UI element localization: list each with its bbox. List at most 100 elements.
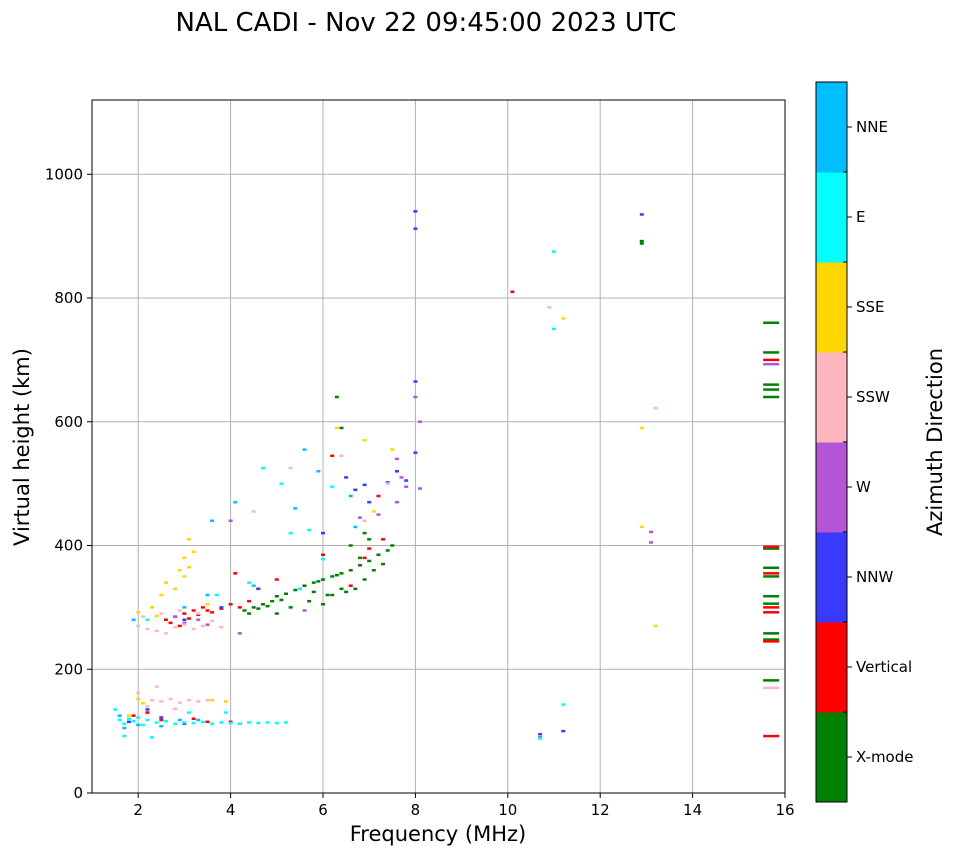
data-point — [538, 737, 543, 740]
data-point — [247, 599, 252, 603]
series-ssw — [136, 306, 780, 711]
data-point — [413, 227, 418, 230]
plot-frame — [91, 99, 786, 794]
data-point — [145, 711, 150, 714]
data-point — [763, 594, 780, 598]
data-point — [330, 454, 335, 458]
data-point — [357, 564, 362, 567]
data-point — [307, 599, 312, 603]
data-point — [763, 638, 780, 641]
data-point — [122, 726, 127, 730]
data-point — [260, 603, 265, 606]
data-point — [639, 242, 644, 245]
data-point — [561, 317, 566, 320]
data-point — [367, 500, 372, 504]
data-point — [547, 306, 552, 309]
data-point — [763, 575, 780, 578]
colorbar-frame — [815, 81, 848, 803]
data-point — [330, 485, 335, 488]
colorbar-segment — [816, 172, 847, 263]
data-point — [311, 590, 316, 594]
y-axis-label: Virtual height (km) — [10, 348, 34, 546]
data-point — [293, 507, 298, 510]
y-tick-label: 1000 — [45, 165, 83, 183]
data-point — [339, 426, 344, 430]
data-point — [191, 717, 196, 720]
data-point — [362, 556, 367, 560]
data-point — [191, 550, 196, 553]
data-point — [288, 466, 293, 470]
data-point — [113, 708, 118, 711]
colorbar-segment — [816, 712, 847, 803]
data-point — [237, 632, 242, 635]
data-point — [168, 621, 173, 625]
data-point — [288, 606, 293, 609]
data-point — [404, 479, 409, 482]
data-point — [136, 691, 141, 695]
colorbar-title: Azimuth Direction — [923, 348, 947, 536]
data-point — [214, 593, 219, 597]
data-point — [325, 593, 330, 597]
data-point — [321, 603, 325, 606]
y-tick-label: 600 — [54, 413, 83, 431]
data-point — [357, 516, 362, 519]
data-point — [284, 721, 289, 724]
data-point — [763, 632, 780, 635]
grid — [92, 100, 786, 794]
data-point — [117, 718, 122, 722]
colorbar-label: NNE — [856, 118, 888, 136]
data-point — [763, 547, 780, 550]
data-point — [247, 581, 252, 584]
data-point — [362, 439, 367, 442]
data-point — [219, 625, 224, 629]
data-point — [394, 457, 399, 461]
data-point — [279, 598, 284, 602]
data-point — [763, 566, 780, 570]
data-point — [265, 604, 270, 608]
data-point — [321, 553, 325, 557]
data-point — [182, 618, 187, 621]
data-point — [182, 623, 187, 626]
data-point — [210, 519, 215, 522]
data-point — [763, 602, 780, 605]
data-point — [639, 426, 644, 430]
data-point — [653, 624, 658, 628]
data-points — [113, 210, 780, 740]
data-point — [136, 624, 141, 628]
data-point — [316, 580, 321, 583]
data-point — [131, 714, 136, 717]
data-point — [126, 720, 131, 724]
data-point — [140, 615, 145, 618]
data-point — [163, 632, 168, 635]
data-point — [339, 587, 344, 591]
data-point — [265, 721, 270, 724]
data-point — [210, 619, 215, 623]
chart-title: NAL CADI - Nov 22 09:45:00 2023 UTC — [176, 8, 677, 38]
x-tick-label: 14 — [683, 801, 702, 819]
data-point — [639, 525, 644, 529]
data-point — [117, 714, 122, 717]
data-point — [362, 519, 367, 522]
data-point — [233, 500, 238, 504]
data-point — [763, 679, 780, 682]
data-point — [763, 611, 780, 614]
data-point — [196, 718, 201, 722]
data-point — [168, 697, 173, 701]
data-point — [334, 395, 339, 399]
data-point — [163, 618, 168, 621]
data-point — [182, 575, 187, 578]
data-point — [297, 587, 302, 591]
data-point — [210, 611, 215, 614]
series-w — [173, 362, 780, 739]
data-point — [122, 722, 127, 725]
data-point — [390, 448, 395, 451]
data-point — [126, 714, 131, 717]
colorbar: X-mode Vertical NNW W SSW SSE E NNE — [815, 81, 913, 803]
data-point — [173, 625, 178, 629]
data-point — [763, 686, 780, 690]
data-point — [260, 466, 265, 470]
data-point — [339, 454, 344, 458]
series-x-mode — [242, 239, 780, 682]
data-point — [353, 587, 358, 591]
data-point — [399, 476, 404, 479]
